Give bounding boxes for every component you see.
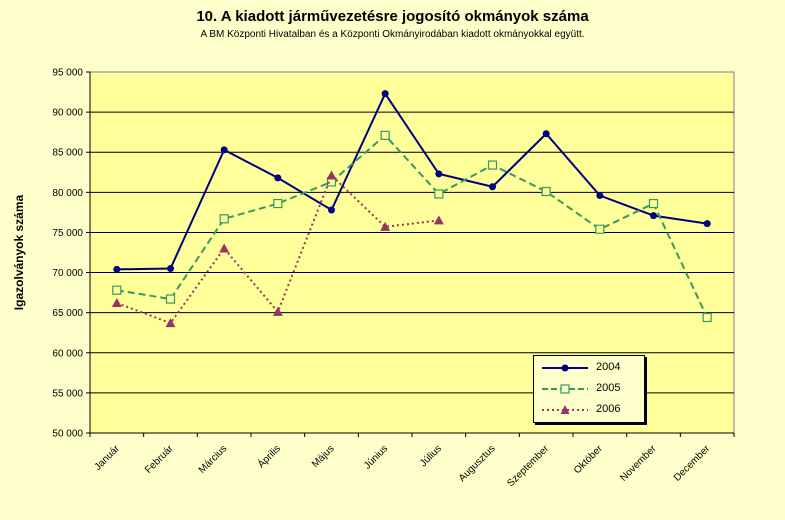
- series-2004-point: [113, 265, 121, 273]
- legend-line-circle-icon: [542, 364, 588, 372]
- series-2005-line: [116, 133, 709, 318]
- series-2004-point: [328, 206, 335, 214]
- series-2006-point: [380, 221, 391, 231]
- x-tick-label: Július: [418, 443, 444, 469]
- x-tick-label: Május: [310, 443, 337, 470]
- series-2006-point: [219, 243, 230, 253]
- series-2005-point: [165, 294, 176, 304]
- y-tick-label: 90 000: [52, 108, 83, 119]
- legend-label-2004: 2004: [596, 361, 621, 373]
- x-tick-label: Október: [572, 443, 605, 476]
- y-tick-label: 60 000: [52, 348, 83, 359]
- legend-item-2004: 2004: [534, 359, 644, 377]
- series-2006-point: [326, 170, 337, 180]
- series-2004-point: [274, 174, 282, 182]
- y-tick-label: 95 000: [52, 68, 83, 79]
- series-2004-point: [703, 220, 711, 228]
- legend-line-square-icon: [542, 384, 588, 394]
- legend-line-triangle-icon: [542, 405, 588, 414]
- y-axis-title: Igazolványok száma: [12, 194, 26, 310]
- series-2004-point: [596, 192, 604, 200]
- series-2006-point: [165, 318, 176, 328]
- x-tick-label: Március: [197, 443, 230, 476]
- y-tick-label: 50 000: [52, 429, 83, 440]
- legend-item-2005: 2005: [534, 380, 644, 398]
- series-2005-point: [380, 130, 390, 140]
- series-2004-point: [650, 212, 657, 220]
- y-tick-label: 80 000: [52, 188, 83, 199]
- x-tick-label: Április: [255, 442, 283, 470]
- x-tick-label: Február: [143, 443, 176, 476]
- series-2006-point: [433, 215, 444, 225]
- x-tick-label: November: [618, 443, 659, 484]
- series-2005-point: [112, 285, 122, 295]
- series-2005-point: [434, 189, 444, 199]
- series-2006-point: [111, 298, 122, 308]
- y-tick-label: 70 000: [52, 268, 83, 279]
- legend-label-2005: 2005: [596, 382, 621, 394]
- series-2005-point: [541, 186, 551, 197]
- y-tick-label: 55 000: [52, 388, 83, 399]
- legend-label-2006: 2006: [596, 403, 621, 415]
- series-2006-point: [272, 306, 283, 316]
- series-2005-point: [702, 312, 712, 323]
- series-2004-point: [542, 130, 550, 138]
- series-2004-point: [220, 146, 228, 154]
- series-2004-point: [435, 170, 443, 178]
- y-tick-label: 85 000: [52, 148, 83, 159]
- series-2005-point: [487, 160, 498, 170]
- legend: 2004 2005 2006: [533, 355, 645, 423]
- legend-item-2006: 2006: [534, 401, 644, 419]
- series-2004-point: [381, 90, 389, 98]
- series-2004-point: [167, 265, 174, 273]
- series-2005-point: [219, 214, 229, 224]
- x-tick-label: Augusztus: [457, 443, 498, 484]
- x-tick-label: Június: [362, 443, 390, 471]
- y-tick-label: 65 000: [52, 308, 83, 319]
- series-2004-line: [116, 91, 708, 271]
- series-2005-point: [273, 198, 283, 209]
- chart-title: 10. A kiadott járművezetésre jogosító ok…: [196, 8, 589, 25]
- y-tick-label: 75 000: [52, 228, 83, 239]
- x-tick-label: December: [672, 443, 713, 484]
- series-2005-point: [648, 198, 659, 209]
- series-2004-point: [489, 183, 496, 191]
- chart-subtitle: A BM Központi Hivatalban és a Központi O…: [200, 29, 585, 40]
- x-tick-label: Szeptember: [505, 443, 551, 489]
- series-2005-point: [595, 224, 605, 234]
- x-tick-label: Január: [93, 443, 123, 473]
